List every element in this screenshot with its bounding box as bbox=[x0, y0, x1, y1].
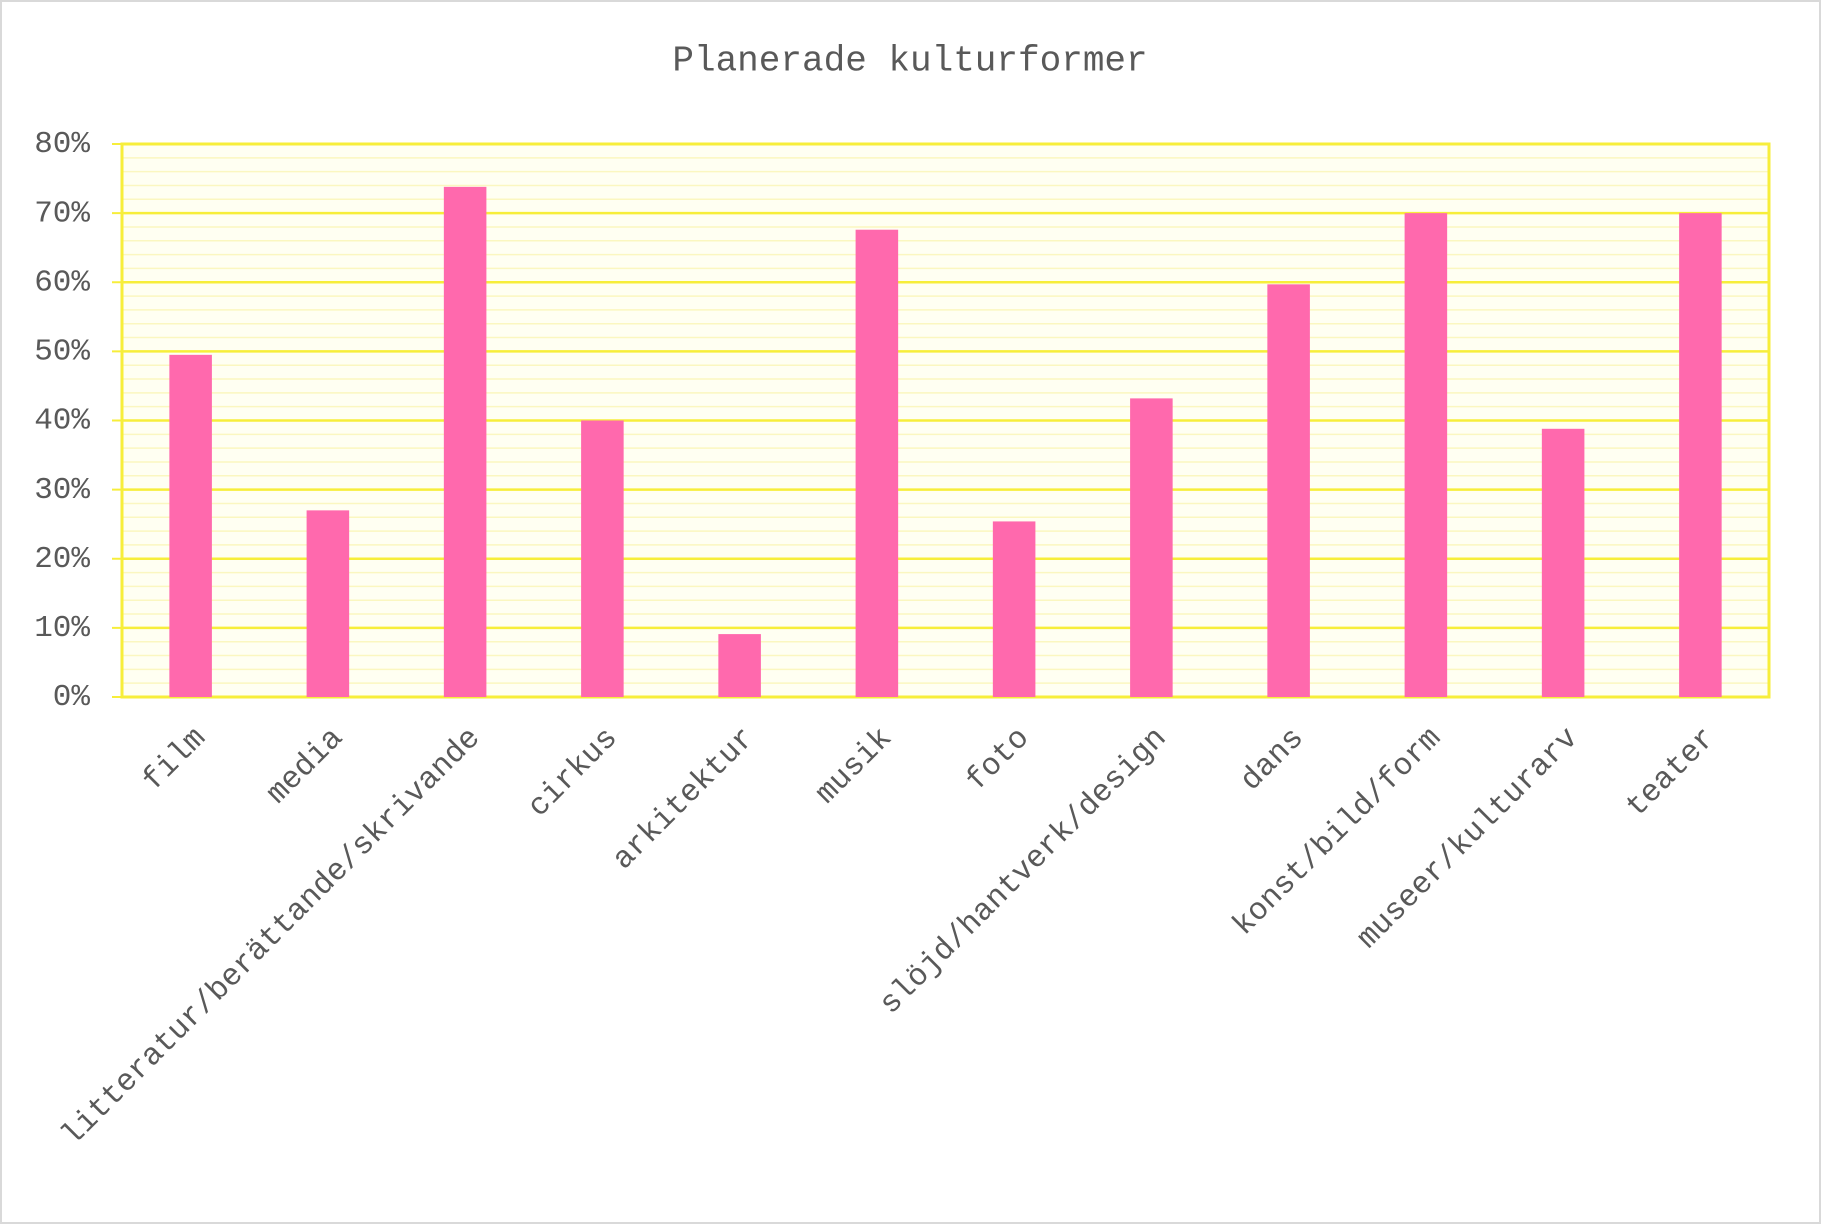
y-tick-label: 20% bbox=[34, 542, 90, 577]
bar bbox=[1404, 213, 1448, 697]
y-tick-label: 40% bbox=[34, 404, 90, 439]
y-tick-label: 30% bbox=[34, 473, 90, 508]
y-tick-label: 80% bbox=[34, 127, 90, 162]
bar bbox=[1130, 398, 1173, 697]
y-tick-label: 0% bbox=[53, 680, 91, 715]
bar bbox=[1679, 213, 1722, 697]
bar bbox=[306, 510, 350, 697]
bar bbox=[581, 420, 624, 697]
y-tick-label: 10% bbox=[34, 611, 90, 646]
chart-title: Planerade kulturformer bbox=[672, 41, 1147, 82]
bar bbox=[1267, 284, 1310, 697]
plot-border bbox=[120, 142, 1771, 699]
y-tick-label: 50% bbox=[34, 335, 90, 370]
bar bbox=[1541, 428, 1585, 697]
bar bbox=[169, 354, 212, 697]
y-tick-label: 60% bbox=[34, 265, 90, 300]
y-tick-label: 70% bbox=[34, 196, 90, 231]
bar bbox=[718, 634, 761, 697]
bar bbox=[992, 521, 1036, 697]
bar bbox=[443, 186, 487, 698]
bar bbox=[855, 229, 899, 697]
